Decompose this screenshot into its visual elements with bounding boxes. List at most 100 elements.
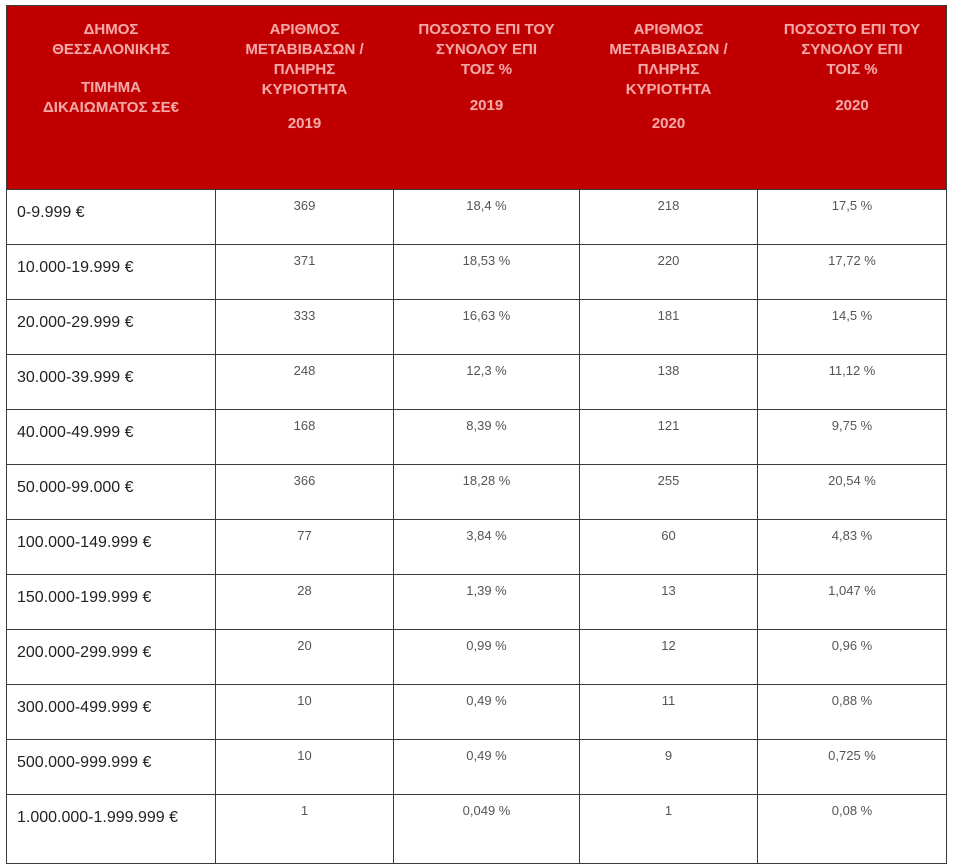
column-header-4: ΠΟΣΟΣΤΟ ΕΠΙ ΤΟΥ ΣΥΝΟΛΟΥ ΕΠΙ ΤΟΙΣ % 2020 bbox=[757, 5, 947, 190]
table-row: 200.000-299.999 €20 0,99 % 12 0,96 % bbox=[6, 629, 947, 685]
count-2020-cell: 60 bbox=[579, 519, 758, 575]
header-text: ΠΛΗΡΗΣ bbox=[273, 61, 336, 78]
percent-2019-cell: 18,28 % bbox=[393, 464, 580, 520]
count-2019-cell: 369 bbox=[215, 189, 394, 245]
count-2020-cell: 121 bbox=[579, 409, 758, 465]
header-text: ΜΕΤΑΒΙΒΑΣΩΝ / bbox=[609, 41, 728, 58]
header-year: 2019 bbox=[469, 97, 504, 114]
range-cell: 20.000-29.999 € bbox=[6, 299, 216, 355]
table-row: 10.000-19.999 €371 18,53 % 220 17,72 % bbox=[6, 244, 947, 300]
header-year: 2019 bbox=[287, 115, 322, 132]
header-text: ΠΟΣΟΣΤΟ ΕΠΙ ΤΟΥ bbox=[418, 21, 555, 38]
count-2020-cell: 218 bbox=[579, 189, 758, 245]
percent-2019-cell: 8,39 % bbox=[393, 409, 580, 465]
range-cell: 300.000-499.999 € bbox=[6, 684, 216, 740]
count-2019-cell: 10 bbox=[215, 684, 394, 740]
percent-2020-cell: 0,88 % bbox=[757, 684, 947, 740]
percent-2020-cell: 14,5 % bbox=[757, 299, 947, 355]
header-text: ΚΥΡΙΟΤΗΤΑ bbox=[261, 81, 348, 98]
percent-2019-cell: 0,49 % bbox=[393, 739, 580, 795]
percent-2019-cell: 18,4 % bbox=[393, 189, 580, 245]
range-cell: 150.000-199.999 € bbox=[6, 574, 216, 630]
percent-2019-cell: 0,049 % bbox=[393, 794, 580, 864]
count-2019-cell: 248 bbox=[215, 354, 394, 410]
count-2019-cell: 333 bbox=[215, 299, 394, 355]
percent-2020-cell: 4,83 % bbox=[757, 519, 947, 575]
header-text: ΤΟΙΣ % bbox=[826, 61, 878, 78]
count-2019-cell: 20 bbox=[215, 629, 394, 685]
count-2019-cell: 1 bbox=[215, 794, 394, 864]
range-cell: 200.000-299.999 € bbox=[6, 629, 216, 685]
header-text: ΣΥΝΟΛΟΥ ΕΠΙ bbox=[435, 41, 538, 58]
table-row: 30.000-39.999 €248 12,3 % 138 11,12 % bbox=[6, 354, 947, 410]
count-2020-cell: 12 bbox=[579, 629, 758, 685]
header-text: ΜΕΤΑΒΙΒΑΣΩΝ / bbox=[245, 41, 364, 58]
column-header-2: ΠΟΣΟΣΤΟ ΕΠΙ ΤΟΥ ΣΥΝΟΛΟΥ ΕΠΙ ΤΟΙΣ % 2019 bbox=[393, 5, 580, 190]
count-2019-cell: 28 bbox=[215, 574, 394, 630]
column-header-3: ΑΡΙΘΜΟΣ ΜΕΤΑΒΙΒΑΣΩΝ / ΠΛΗΡΗΣ ΚΥΡΙΟΤΗΤΑ 2020 bbox=[579, 5, 758, 190]
range-cell: 10.000-19.999 € bbox=[6, 244, 216, 300]
range-cell: 50.000-99.000 € bbox=[6, 464, 216, 520]
table-row: 100.000-149.999 €77 3,84 % 60 4,83 % bbox=[6, 519, 947, 575]
column-header-1: ΑΡΙΘΜΟΣ ΜΕΤΑΒΙΒΑΣΩΝ / ΠΛΗΡΗΣ ΚΥΡΙΟΤΗΤΑ 2019 bbox=[215, 5, 394, 190]
count-2020-cell: 11 bbox=[579, 684, 758, 740]
percent-2020-cell: 9,75 % bbox=[757, 409, 947, 465]
table-header: ΔΗΜΟΣ ΘΕΣΣΑΛΟΝΙΚΗΣ ΤΙΜΗΜΑ ΔΙΚΑΙΩΜΑΤΟΣ ΣΕ€ ΑΡ… bbox=[6, 5, 947, 190]
header-text: ΤΙΜΗΜΑ bbox=[81, 79, 141, 96]
percent-2019-cell: 0,99 % bbox=[393, 629, 580, 685]
header-text: ΣΥΝΟΛΟΥ ΕΠΙ bbox=[801, 41, 903, 58]
count-2020-cell: 13 bbox=[579, 574, 758, 630]
header-text: ΠΟΣΟΣΤΟ ΕΠΙ ΤΟΥ bbox=[783, 21, 921, 38]
range-cell: 500.000-999.999 € bbox=[6, 739, 216, 795]
count-2020-cell: 9 bbox=[579, 739, 758, 795]
range-cell: 1.000.000-1.999.999 € bbox=[6, 794, 216, 864]
percent-2020-cell: 0,08 % bbox=[757, 794, 947, 864]
table-row: 300.000-499.999 €10 0,49 % 11 0,88 % bbox=[6, 684, 947, 740]
count-2020-cell: 255 bbox=[579, 464, 758, 520]
header-text: ΑΡΙΘΜΟΣ bbox=[633, 21, 704, 38]
percent-2020-cell: 0,725 % bbox=[757, 739, 947, 795]
column-header-0: ΔΗΜΟΣ ΘΕΣΣΑΛΟΝΙΚΗΣ ΤΙΜΗΜΑ ΔΙΚΑΙΩΜΑΤΟΣ ΣΕ€ bbox=[6, 5, 216, 190]
count-2019-cell: 77 bbox=[215, 519, 394, 575]
header-text: ΘΕΣΣΑΛΟΝΙΚΗΣ bbox=[52, 41, 170, 58]
range-cell: 100.000-149.999 € bbox=[6, 519, 216, 575]
percent-2019-cell: 12,3 % bbox=[393, 354, 580, 410]
header-text: ΚΥΡΙΟΤΗΤΑ bbox=[625, 81, 712, 98]
header-text: ΔΙΚΑΙΩΜΑΤΟΣ ΣΕ€ bbox=[43, 99, 179, 116]
range-cell: 40.000-49.999 € bbox=[6, 409, 216, 465]
count-2020-cell: 181 bbox=[579, 299, 758, 355]
table-row: 20.000-29.999 €333 16,63 % 181 14,5 % bbox=[6, 299, 947, 355]
table-row: 0-9.999 €369 18,4 % 218 17,5 % bbox=[6, 189, 947, 245]
count-2020-cell: 1 bbox=[579, 794, 758, 864]
table-row: 50.000-99.000 €366 18,28 % 255 20,54 % bbox=[6, 464, 947, 520]
table-body: 0-9.999 €369 18,4 % 218 17,5 % 10.000-19.999… bbox=[6, 189, 947, 864]
percent-2020-cell: 0,96 % bbox=[757, 629, 947, 685]
percent-2019-cell: 0,49 % bbox=[393, 684, 580, 740]
percent-2019-cell: 3,84 % bbox=[393, 519, 580, 575]
header-year: 2020 bbox=[835, 97, 869, 114]
table-row: 500.000-999.999 €10 0,49 % 9 0,725 % bbox=[6, 739, 947, 795]
percent-2020-cell: 20,54 % bbox=[757, 464, 947, 520]
percent-2020-cell: 17,5 % bbox=[757, 189, 947, 245]
table-row: 1.000.000-1.999.999 €1 0,049 % 1 0,08 % bbox=[6, 794, 947, 864]
percent-2019-cell: 18,53 % bbox=[393, 244, 580, 300]
header-text: ΤΟΙΣ % bbox=[460, 61, 513, 78]
table-row: 150.000-199.999 €28 1,39 % 13 1,047 % bbox=[6, 574, 947, 630]
header-year: 2020 bbox=[651, 115, 686, 132]
table-row: 40.000-49.999 €168 8,39 % 121 9,75 % bbox=[6, 409, 947, 465]
percent-2019-cell: 1,39 % bbox=[393, 574, 580, 630]
count-2019-cell: 371 bbox=[215, 244, 394, 300]
header-text: ΑΡΙΘΜΟΣ bbox=[269, 21, 340, 38]
header-text: ΔΗΜΟΣ bbox=[83, 21, 139, 38]
header-text: ΠΛΗΡΗΣ bbox=[637, 61, 700, 78]
range-cell: 0-9.999 € bbox=[6, 189, 216, 245]
header-row: ΔΗΜΟΣ ΘΕΣΣΑΛΟΝΙΚΗΣ ΤΙΜΗΜΑ ΔΙΚΑΙΩΜΑΤΟΣ ΣΕ€ ΑΡ… bbox=[6, 5, 947, 190]
count-2020-cell: 220 bbox=[579, 244, 758, 300]
percent-2020-cell: 17,72 % bbox=[757, 244, 947, 300]
percent-2020-cell: 11,12 % bbox=[757, 354, 947, 410]
percent-2019-cell: 16,63 % bbox=[393, 299, 580, 355]
count-2019-cell: 366 bbox=[215, 464, 394, 520]
percent-2020-cell: 1,047 % bbox=[757, 574, 947, 630]
count-2019-cell: 168 bbox=[215, 409, 394, 465]
transfers-table: ΔΗΜΟΣ ΘΕΣΣΑΛΟΝΙΚΗΣ ΤΙΜΗΜΑ ΔΙΚΑΙΩΜΑΤΟΣ ΣΕ€ ΑΡ… bbox=[6, 5, 947, 864]
